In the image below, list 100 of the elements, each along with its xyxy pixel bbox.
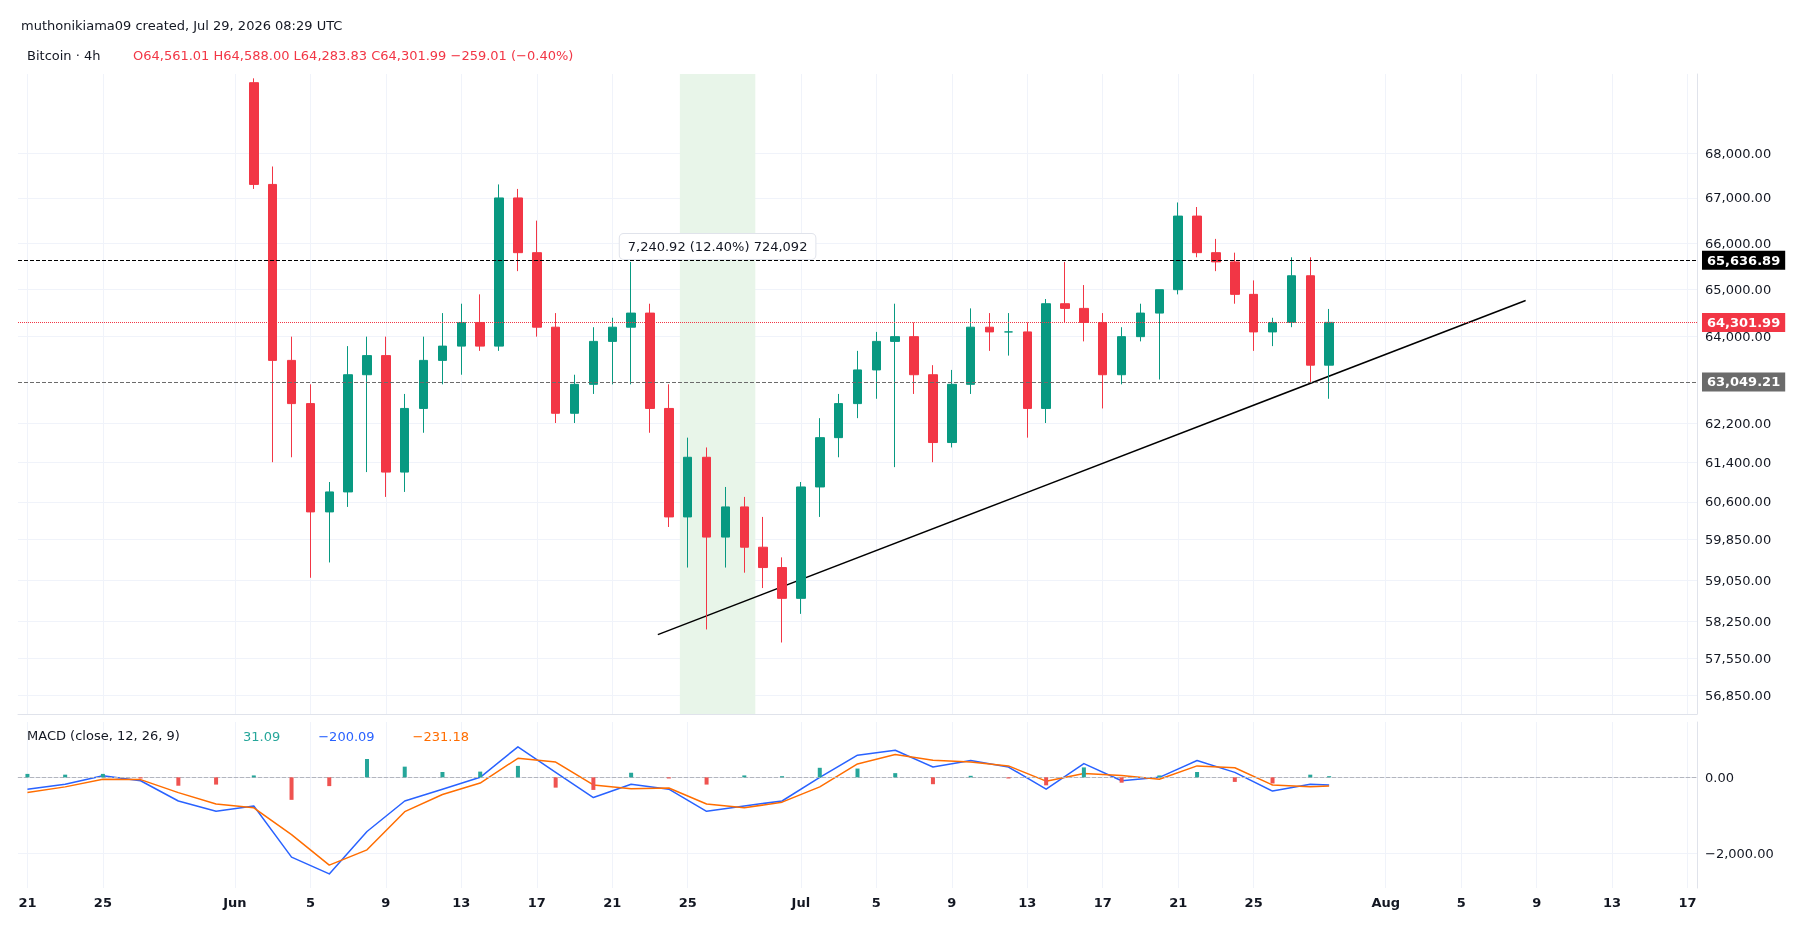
x-tick-label: 5 [305, 895, 315, 910]
bar [1232, 777, 1237, 782]
y-tick-label: 60,600.00 [1705, 494, 1772, 510]
candlestick [796, 481, 806, 615]
candlestick [740, 496, 749, 574]
x-tick-label: 21 [1169, 895, 1188, 910]
candlestick [381, 336, 391, 498]
bar [327, 777, 332, 787]
candlestick [570, 374, 579, 424]
candlestick [1117, 326, 1126, 385]
y-tick-label: −2,000.00 [1705, 846, 1774, 862]
x-tick-label: 9 [381, 895, 391, 910]
x-tick-label: 25 [93, 895, 112, 910]
x-tick-label: 13 [452, 895, 471, 910]
candlestick [1136, 303, 1145, 342]
candlestick [966, 307, 975, 395]
candlestick [419, 336, 428, 434]
y-tick-label: 56,850.00 [1705, 687, 1772, 703]
text: muthonikiama09 created, Jul 29, 2026 08:29 UTC [21, 18, 343, 33]
candlestick [325, 481, 334, 563]
candlestick [872, 331, 881, 400]
text: −200.09 [318, 728, 375, 744]
x-tick-label: 17 [527, 895, 546, 910]
bar [930, 777, 935, 785]
candlestick [1173, 201, 1183, 295]
bar [214, 777, 219, 785]
candlestick [1192, 206, 1202, 258]
y-tick-label: 65,000.00 [1705, 282, 1772, 298]
x-tick-label: Jul [790, 895, 811, 910]
candlestick [853, 350, 862, 419]
candlestick [777, 556, 787, 644]
candlestick [683, 437, 692, 569]
bar [704, 777, 709, 785]
candlestick [438, 312, 447, 385]
bar [1044, 777, 1049, 786]
x-tick-label: 9 [947, 895, 957, 910]
bar [1270, 777, 1275, 784]
bar [1119, 777, 1124, 783]
candlestick [343, 345, 353, 508]
y-tick-label: 66,000.00 [1705, 235, 1772, 251]
x-tick-label: 17 [1678, 895, 1697, 910]
candlestick [249, 77, 259, 190]
candlestick [1324, 308, 1334, 400]
text: 31.09 [243, 728, 281, 744]
y-tick-label: 64,000.00 [1705, 329, 1772, 345]
x-tick-label: Aug [1371, 895, 1401, 910]
candlestick [1004, 312, 1013, 357]
candlestick [1287, 256, 1296, 328]
candlestick [815, 417, 825, 518]
y-tick-label: 59,050.00 [1705, 572, 1772, 588]
candlestick [1268, 317, 1277, 347]
candlestick [758, 516, 768, 589]
candlestick [494, 183, 504, 352]
x-tick-label: 25 [1244, 895, 1263, 910]
candlestick [947, 369, 957, 448]
y-tick-label: 57,550.00 [1705, 650, 1772, 666]
y-tick-label: 59,850.00 [1705, 532, 1772, 548]
bar [591, 777, 596, 790]
candlestick [287, 336, 296, 458]
bar [1195, 771, 1200, 778]
bar [365, 759, 370, 778]
candlestick [664, 383, 674, 528]
x-tick-label: 17 [1093, 895, 1112, 910]
x-tick-label: 21 [18, 895, 37, 910]
candlestick [306, 383, 315, 579]
candlestick [721, 486, 730, 569]
x-tick-label: 21 [603, 895, 622, 910]
x-tick-label: 5 [1456, 895, 1466, 910]
bar [855, 768, 860, 778]
bar [289, 777, 294, 800]
bar [515, 765, 520, 778]
x-tick-label: Jun [222, 895, 247, 910]
bar [553, 777, 558, 788]
y-tick-label: 58,250.00 [1705, 614, 1772, 630]
ref-line-label: 63,049.21 [1707, 374, 1781, 390]
y-tick-label: 62,200.00 [1705, 415, 1772, 431]
candlestick [1155, 289, 1164, 381]
text: MACD (close, 12, 26, 9) [27, 728, 180, 743]
candlestick [890, 303, 900, 468]
candlestick [608, 317, 617, 385]
candlestick [589, 326, 598, 395]
x-tick-label: 9 [1532, 895, 1542, 910]
candlestick [457, 303, 466, 376]
candlestick [626, 261, 636, 385]
candlestick [362, 336, 372, 473]
candlestick [400, 393, 409, 493]
y-tick-label: 68,000.00 [1705, 145, 1772, 161]
candlestick [1041, 298, 1051, 424]
bar [893, 773, 898, 778]
bar [176, 777, 181, 786]
y-tick-label: 0.00 [1705, 769, 1734, 785]
ref-line-label: 65,636.89 [1707, 252, 1781, 268]
y-tick-label: 67,000.00 [1705, 190, 1772, 206]
x-tick-label: 13 [1603, 895, 1622, 910]
bar [817, 767, 822, 778]
chart-subtitle: O64,561.01 H64,588.00 L64,283.83 C64,301.99 −259.01 (−0.40%) [133, 48, 574, 63]
bar [1081, 767, 1086, 778]
candlestick [928, 364, 938, 463]
x-tick-label: 13 [1018, 895, 1037, 910]
candlestick [1230, 252, 1240, 305]
